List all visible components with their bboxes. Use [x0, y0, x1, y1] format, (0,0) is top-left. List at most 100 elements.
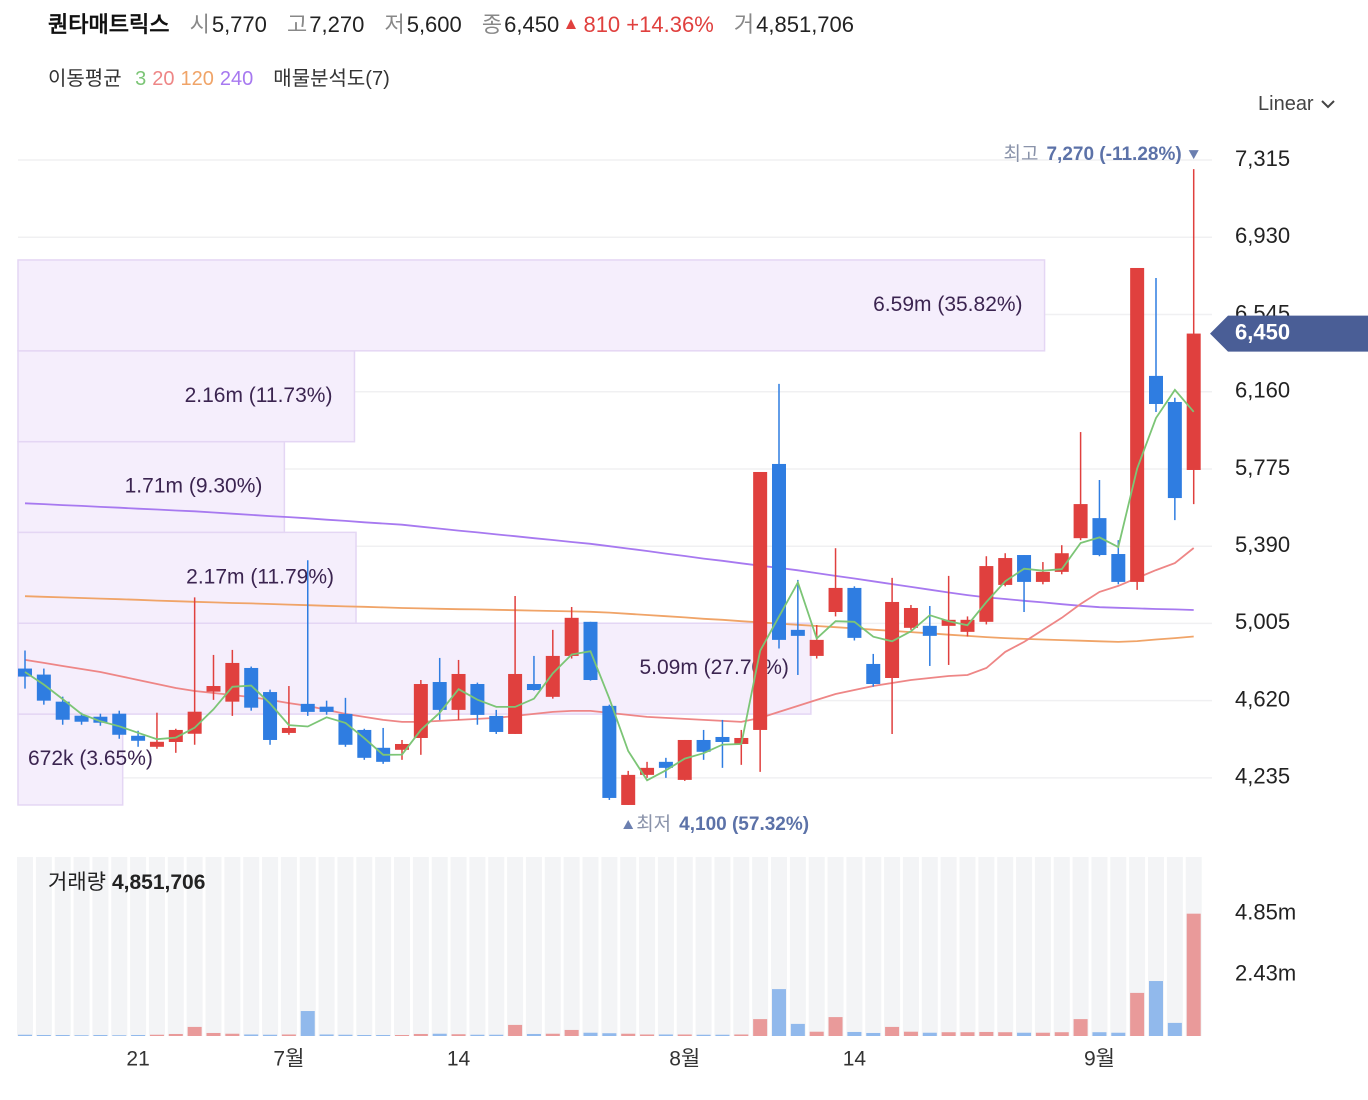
volume-bar	[696, 1034, 711, 1036]
volume-bar	[734, 1034, 749, 1036]
volume-bg	[337, 857, 354, 1036]
candle-body	[809, 639, 824, 656]
volume-bg	[17, 857, 33, 1036]
candle-body	[1111, 554, 1126, 582]
volume-bar	[338, 1034, 353, 1036]
legend: 이동평균 3 20 120 240 매물분석도(7)	[48, 62, 398, 91]
volume-bar	[809, 1031, 824, 1036]
change: 810	[583, 12, 621, 37]
volume-bg	[733, 857, 750, 1036]
ma-line	[24, 502, 1194, 611]
volume-bar	[1017, 1032, 1032, 1036]
volume-bg	[639, 857, 656, 1036]
candle-body	[922, 625, 937, 636]
candle-body	[621, 774, 636, 805]
candle-body	[602, 705, 617, 798]
volume-bar	[413, 1033, 428, 1036]
field-value: 4,851,706	[756, 12, 855, 37]
field-value: 5,770	[211, 12, 267, 37]
volume-tick-label: 2.43m	[1235, 961, 1296, 986]
candle-body	[526, 684, 541, 691]
legend-entry: 20	[152, 68, 175, 90]
candle-body	[677, 739, 692, 780]
volume-bg	[394, 857, 410, 1036]
volume-bg	[262, 857, 279, 1036]
field-label: 저	[384, 12, 405, 37]
candle-body	[55, 701, 70, 720]
volume-bg	[582, 857, 599, 1036]
price-tag-label: 6,450	[1235, 319, 1290, 344]
volume-bg	[148, 857, 165, 1036]
volume-bar	[903, 1031, 918, 1036]
volume-bar	[621, 1033, 636, 1036]
volume-bar	[960, 1032, 975, 1036]
volume-bg	[620, 857, 637, 1036]
volume-bg	[525, 857, 542, 1036]
candle-body	[715, 736, 730, 742]
volume-bg	[54, 857, 71, 1036]
candle-body	[1054, 553, 1069, 572]
profile-bar	[17, 713, 124, 806]
volume-bar	[828, 1017, 843, 1036]
profile-bar	[17, 350, 356, 443]
candle-body	[395, 743, 409, 750]
volume-bg	[299, 857, 316, 1036]
candle-body	[206, 686, 221, 692]
volume-bar	[753, 1019, 768, 1036]
candle-body	[941, 619, 956, 626]
volume-bg	[959, 857, 976, 1036]
profile-bar	[17, 440, 286, 534]
volume-bar	[1092, 1032, 1107, 1036]
volume-bar	[1054, 1032, 1069, 1036]
field-label: 시	[189, 12, 210, 37]
profile-bar	[17, 259, 1046, 352]
profile-label: 672k (3.65%)	[28, 747, 153, 770]
volume-bg	[92, 857, 109, 1036]
x-tick-label: 7월	[273, 1048, 304, 1071]
candle-body	[225, 662, 240, 702]
volume-bar	[1149, 981, 1163, 1036]
x-tick-label: 14	[447, 1048, 471, 1071]
volume-bg	[827, 857, 844, 1036]
x-tick-label: 21	[126, 1048, 149, 1071]
candle-body	[1186, 333, 1201, 470]
volume-bg	[544, 857, 561, 1036]
annotation-arrow	[1188, 150, 1199, 160]
volume-bg	[35, 857, 52, 1036]
volume-bg	[450, 857, 467, 1036]
candle-body	[168, 729, 183, 742]
candle-body	[545, 655, 560, 697]
volume-bg	[224, 857, 241, 1036]
volume-bar	[206, 1032, 221, 1036]
volume-bar	[998, 1032, 1013, 1036]
volume-bar	[847, 1031, 862, 1036]
volume-bar	[470, 1034, 485, 1036]
candle-body	[658, 761, 673, 768]
volume-bg	[130, 857, 147, 1036]
volume-bar	[300, 1011, 315, 1036]
volume-bg	[695, 857, 712, 1036]
volume-tick-label: 4.85m	[1235, 900, 1296, 925]
volume-bg	[1091, 857, 1108, 1036]
legend-entry: 120	[180, 68, 214, 90]
scale-select[interactable]: Linear	[1258, 93, 1337, 116]
volume-bar	[508, 1024, 523, 1036]
scale-label[interactable]: Linear	[1258, 93, 1314, 115]
volume-bar	[885, 1026, 900, 1036]
volume-bar	[36, 1034, 51, 1036]
ma-line	[24, 388, 1195, 782]
volume-bg	[1053, 857, 1070, 1036]
volume-bar	[583, 1032, 598, 1036]
volume-title-value: 4,851,706	[112, 871, 205, 894]
volume-bar	[677, 1034, 692, 1036]
volume-bg	[1129, 857, 1146, 1036]
candle-body	[300, 703, 315, 712]
candle-body	[866, 663, 881, 685]
profile-label: 6.59m (35.82%)	[873, 293, 1022, 316]
candle-body	[338, 713, 353, 745]
volume-bar	[772, 989, 786, 1036]
candle-body	[1073, 504, 1088, 539]
volume-bar	[1130, 992, 1145, 1036]
x-tick-label: 9월	[1084, 1048, 1115, 1071]
